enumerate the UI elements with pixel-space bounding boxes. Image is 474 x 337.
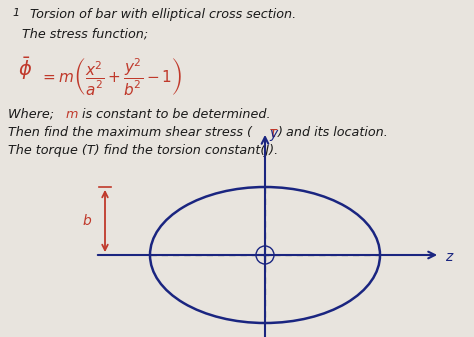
Text: ) and its location.: ) and its location. <box>278 126 389 139</box>
Text: $\tau$: $\tau$ <box>268 126 279 140</box>
Text: Then find the maximum shear stress (: Then find the maximum shear stress ( <box>8 126 252 139</box>
Text: b: b <box>82 214 91 228</box>
Text: $\bar{\phi}$: $\bar{\phi}$ <box>18 55 32 82</box>
Text: The torque (T) find the torsion constant(J).: The torque (T) find the torsion constant… <box>8 144 278 157</box>
Text: $= m\left(\dfrac{x^2}{a^2}+\dfrac{y^2}{b^2}-1\right)$: $= m\left(\dfrac{x^2}{a^2}+\dfrac{y^2}{b… <box>40 57 182 98</box>
Text: z: z <box>445 250 452 264</box>
Text: y: y <box>269 127 277 141</box>
Text: 1: 1 <box>12 8 19 18</box>
Text: m: m <box>66 108 78 121</box>
Text: The stress function;: The stress function; <box>22 28 148 41</box>
Text: Torsion of bar with elliptical cross section.: Torsion of bar with elliptical cross sec… <box>30 8 296 21</box>
Text: Where;: Where; <box>8 108 58 121</box>
Text: is constant to be determined.: is constant to be determined. <box>78 108 271 121</box>
